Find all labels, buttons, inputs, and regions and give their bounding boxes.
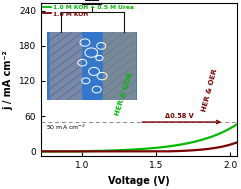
Text: HER & UOR: HER & UOR xyxy=(115,72,134,116)
Text: Δ0.58 V: Δ0.58 V xyxy=(165,113,194,119)
Y-axis label: j / mA cm⁻²: j / mA cm⁻² xyxy=(3,50,13,110)
Text: HER & OER: HER & OER xyxy=(201,68,219,112)
X-axis label: Voltage (V): Voltage (V) xyxy=(108,176,170,186)
Legend: 1.0 M KOH + 0.5 M Urea, 1.0 M KOH: 1.0 M KOH + 0.5 M Urea, 1.0 M KOH xyxy=(42,5,134,17)
Text: 50 mA cm$^{-2}$: 50 mA cm$^{-2}$ xyxy=(46,123,86,132)
